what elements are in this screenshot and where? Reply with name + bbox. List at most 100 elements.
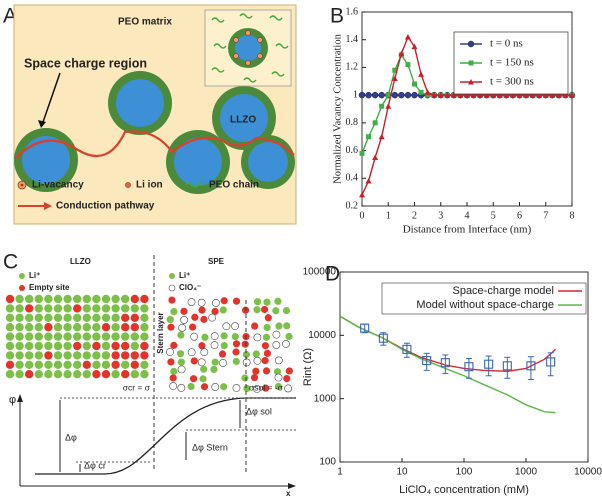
x-tick-label: 2 <box>412 210 417 221</box>
ion <box>177 365 186 374</box>
point <box>371 91 379 99</box>
site <box>5 351 15 360</box>
site <box>15 332 24 341</box>
point <box>555 92 562 98</box>
y-tick-label: 1.2 <box>346 62 359 73</box>
point <box>365 91 372 99</box>
site <box>15 313 24 322</box>
ion <box>170 367 178 376</box>
site <box>121 360 130 369</box>
site <box>25 304 34 313</box>
x-tick-label: 8 <box>570 210 575 221</box>
y-tick-label: 0.6 <box>346 145 359 156</box>
title: LLZO <box>70 257 91 266</box>
site <box>53 294 63 304</box>
site <box>101 294 111 304</box>
site <box>53 351 63 360</box>
region-label: Space charge region <box>24 56 147 70</box>
site <box>73 332 82 341</box>
site <box>63 323 72 332</box>
ion <box>180 307 188 315</box>
point <box>503 92 510 98</box>
ion <box>219 359 227 367</box>
x-tick-label: 0 <box>360 210 365 221</box>
ion <box>272 330 281 339</box>
site <box>82 341 92 351</box>
site <box>25 294 34 304</box>
point <box>542 92 549 98</box>
site <box>121 294 130 304</box>
point <box>412 81 417 87</box>
site <box>5 304 15 313</box>
ion <box>218 350 227 358</box>
delta-label: Δφ sol <box>246 406 272 416</box>
matrix-label: PEO matrix <box>118 17 172 28</box>
site <box>44 360 53 369</box>
site <box>140 370 149 379</box>
ion <box>232 297 241 305</box>
site <box>73 351 82 360</box>
point <box>404 91 412 99</box>
site <box>53 332 63 341</box>
site <box>92 323 101 332</box>
ion <box>285 332 293 341</box>
point <box>422 355 432 366</box>
ion <box>190 332 199 341</box>
ion <box>167 358 175 366</box>
point <box>496 92 503 98</box>
point <box>468 60 474 66</box>
ion <box>167 323 175 331</box>
site <box>111 304 120 313</box>
point <box>523 92 530 98</box>
point <box>562 92 569 98</box>
ion <box>166 348 174 356</box>
ion <box>177 384 186 392</box>
site <box>53 341 63 351</box>
lattice <box>5 294 149 379</box>
site <box>121 323 130 332</box>
site <box>82 294 92 304</box>
site <box>121 341 130 351</box>
ion <box>252 367 260 375</box>
x-tick-label: 10000 <box>574 467 602 478</box>
site <box>73 370 82 379</box>
point <box>569 92 575 98</box>
point <box>391 91 399 99</box>
site <box>82 351 92 360</box>
site <box>63 313 72 322</box>
ion <box>178 323 187 332</box>
site <box>53 360 63 369</box>
legend-label: t = 150 ns <box>490 57 534 69</box>
site <box>5 313 15 322</box>
ion <box>220 383 228 391</box>
site <box>140 304 149 313</box>
ion <box>212 298 220 307</box>
site <box>34 304 43 313</box>
legend-label: t = 300 ns <box>490 76 534 88</box>
y-axis-label: Rint (Ω) <box>302 348 314 386</box>
site <box>82 360 92 369</box>
ion <box>262 333 271 341</box>
ion <box>282 340 290 348</box>
site <box>73 323 82 332</box>
site <box>15 370 24 379</box>
site <box>82 370 92 379</box>
site <box>92 351 101 360</box>
ion <box>220 332 228 340</box>
point <box>536 92 543 98</box>
site <box>44 332 53 341</box>
site <box>130 351 139 360</box>
ion <box>180 316 189 324</box>
ion <box>197 298 206 307</box>
ion <box>285 367 293 375</box>
point <box>457 92 464 98</box>
point <box>411 43 418 50</box>
point <box>378 91 385 99</box>
ion <box>177 331 185 339</box>
delta-label: Δφ <box>65 432 77 442</box>
y-tick-label: 1000 <box>314 393 337 404</box>
point <box>385 103 392 109</box>
ion <box>210 332 219 341</box>
particle-label: LLZO <box>230 115 256 126</box>
ion <box>264 314 272 322</box>
